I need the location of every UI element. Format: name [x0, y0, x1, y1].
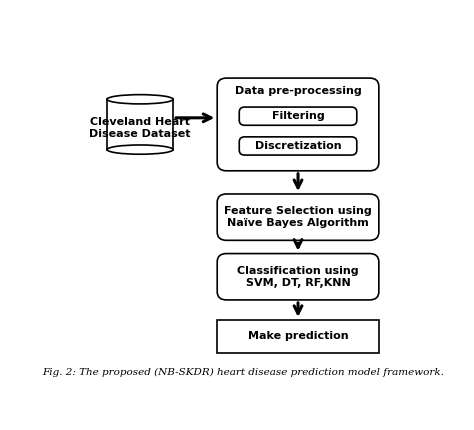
FancyBboxPatch shape: [217, 254, 379, 300]
Text: Fig. 2: The proposed (NB-SKDR) heart disease prediction model framework.: Fig. 2: The proposed (NB-SKDR) heart dis…: [42, 368, 444, 378]
Text: Classification using
SVM, DT, RF,KNN: Classification using SVM, DT, RF,KNN: [237, 266, 359, 288]
Bar: [217, 320, 379, 353]
FancyBboxPatch shape: [217, 194, 379, 240]
Text: Cleveland Heart
Disease Dataset: Cleveland Heart Disease Dataset: [89, 117, 191, 138]
FancyBboxPatch shape: [217, 78, 379, 171]
Text: Make prediction: Make prediction: [248, 332, 348, 341]
Text: Discretization: Discretization: [255, 141, 341, 151]
FancyBboxPatch shape: [239, 137, 357, 155]
Ellipse shape: [107, 145, 173, 154]
Ellipse shape: [107, 95, 173, 104]
Text: Data pre-processing: Data pre-processing: [235, 86, 361, 95]
Bar: [107, 99, 173, 150]
Text: Filtering: Filtering: [272, 111, 324, 121]
Text: Feature Selection using
Naïve Bayes Algorithm: Feature Selection using Naïve Bayes Algo…: [224, 206, 372, 228]
FancyBboxPatch shape: [239, 107, 357, 125]
